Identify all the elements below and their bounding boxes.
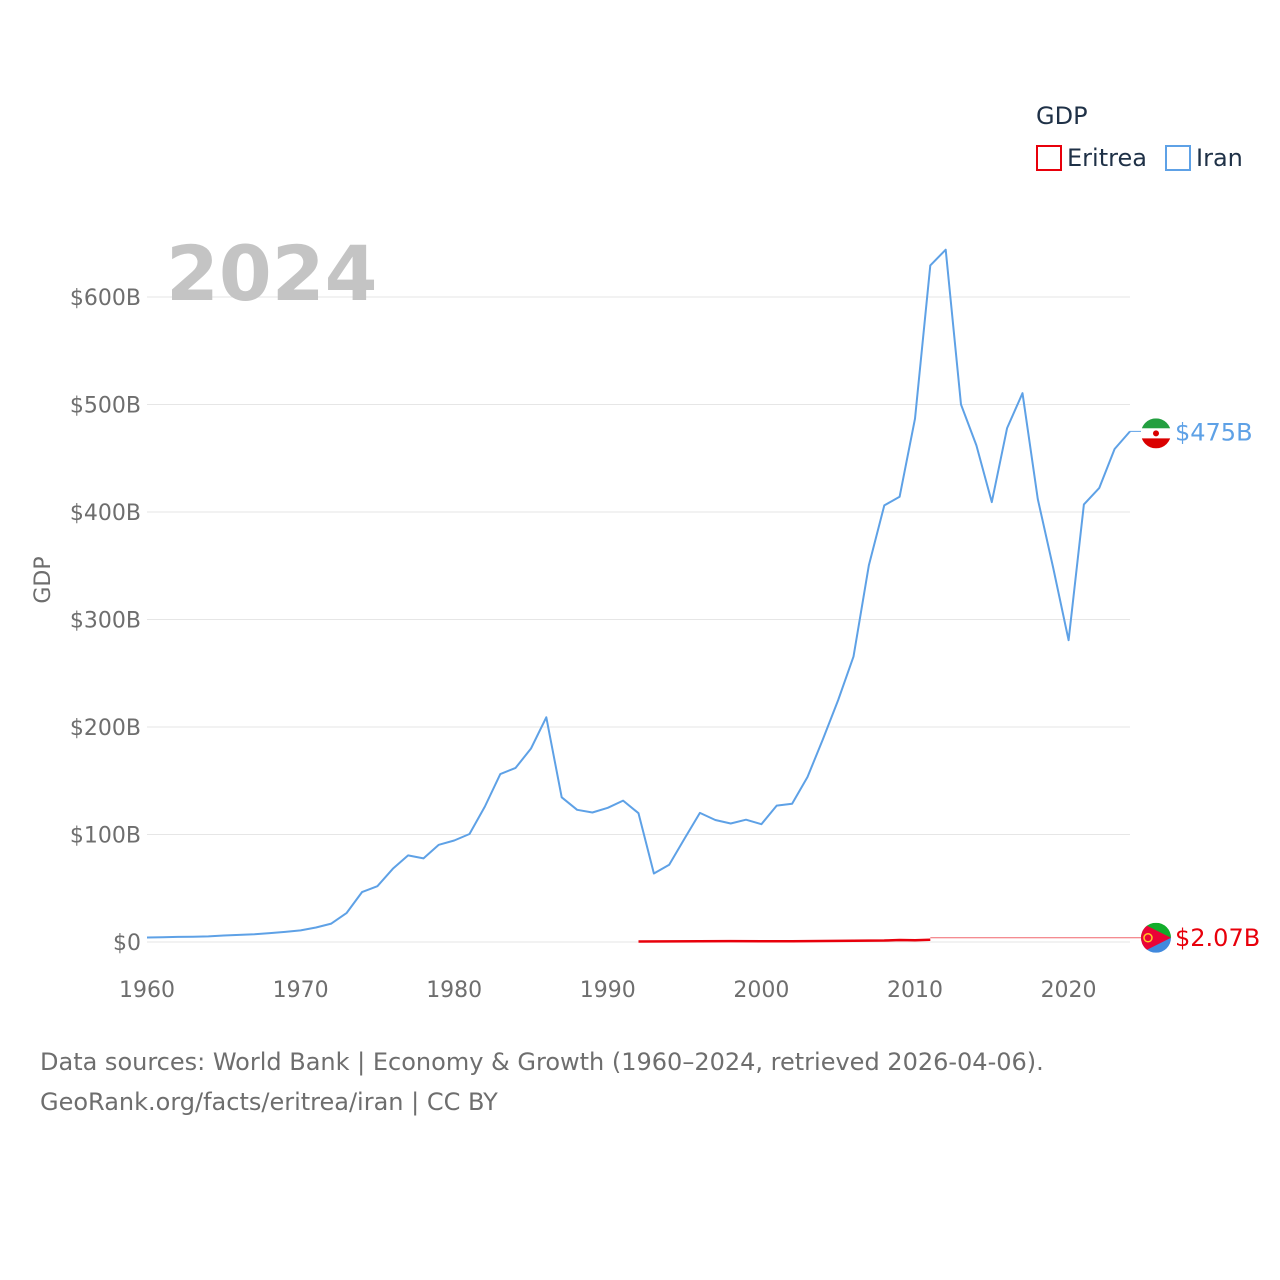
series-line-iran (146, 248, 1131, 939)
x-tick-label: 2010 (887, 978, 943, 1003)
x-tick-label: 1990 (580, 978, 636, 1003)
footer-sources: Data sources: World Bank | Economy & Gro… (40, 1042, 1044, 1122)
y-tick-label: $100B (70, 824, 141, 849)
y-tick-label: $600B (70, 286, 141, 311)
x-tick-label: 1960 (119, 978, 175, 1003)
y-axis-label: GDP (31, 556, 56, 603)
eritrea-end-marker: $2.07B (930, 922, 1260, 953)
series-lines (146, 248, 1131, 943)
eritrea-end-value: $2.07B (1175, 924, 1260, 952)
y-tick-label: $400B (70, 501, 141, 526)
x-tick-label: 1970 (273, 978, 329, 1003)
legend-label-iran: Iran (1196, 144, 1243, 172)
eritrea-flag-icon (1141, 922, 1171, 953)
iran-flag-icon (1141, 418, 1171, 449)
legend-swatch-eritrea (1036, 145, 1062, 171)
y-tick-label: $200B (70, 716, 141, 741)
series-line-eritrea (638, 938, 931, 943)
year-watermark: 2024 (166, 229, 378, 318)
y-tick-label: $500B (70, 394, 141, 419)
x-tick-label: 2000 (733, 978, 789, 1003)
footer-attribution-line: GeoRank.org/facts/eritrea/iran | CC BY (40, 1088, 498, 1116)
x-tick-label: 2020 (1041, 978, 1097, 1003)
y-axis-ticks: $0 $100B $200B $300B $400B $500B $600B (70, 286, 141, 956)
y-tick-label: $300B (70, 609, 141, 634)
footer-sources-line: Data sources: World Bank | Economy & Gro… (40, 1048, 1044, 1076)
y-tick-label: $0 (113, 931, 141, 956)
legend-swatch-iran (1165, 145, 1191, 171)
x-tick-label: 1980 (426, 978, 482, 1003)
gdp-line-chart: $0 $100B $200B $300B $400B $500B $600B 1960 197… (31, 102, 1260, 1003)
legend-title: GDP (1036, 102, 1088, 130)
grid-lines (147, 296, 1130, 943)
legend: GDP Eritrea Iran (1036, 102, 1243, 172)
iran-end-marker: $475B (1130, 418, 1253, 449)
legend-item-eritrea[interactable]: Eritrea (1036, 144, 1147, 172)
x-axis-ticks: 1960 1970 1980 1990 2000 2010 2020 (119, 978, 1097, 1003)
legend-item-iran[interactable]: Iran (1165, 144, 1243, 172)
iran-end-value: $475B (1175, 418, 1253, 446)
legend-label-eritrea: Eritrea (1067, 144, 1147, 172)
